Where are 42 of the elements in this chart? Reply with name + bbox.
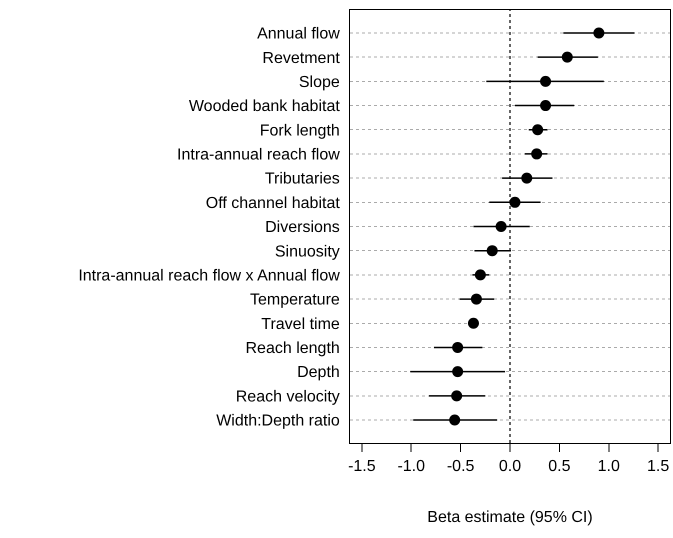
x-tick-label: 0.5 <box>548 458 571 476</box>
x-tick-label: 1.0 <box>598 458 620 476</box>
y-tick-label: Annual flow <box>257 26 340 43</box>
point <box>521 172 532 184</box>
y-tick-label: Tributaries <box>264 170 340 188</box>
point <box>496 221 507 232</box>
y-tick-label: Revetment <box>262 50 340 67</box>
y-tick-label: Diversions <box>265 219 340 236</box>
point <box>593 27 604 38</box>
x-tick-label: 0.0 <box>498 458 522 476</box>
y-tick-label: Slope <box>298 74 340 91</box>
y-tick-label: Off channel habitat <box>206 194 340 212</box>
point <box>540 100 552 112</box>
point <box>509 196 520 208</box>
point <box>562 52 573 63</box>
point <box>474 269 486 280</box>
y-tick-label: Temperature <box>250 292 340 309</box>
point <box>449 414 460 426</box>
y-tick-label: Wooded bank habitat <box>188 98 340 116</box>
y-tick-label: Reach velocity <box>236 388 340 406</box>
y-tick-label: Intra-annual reach flow x Annual flow <box>78 267 340 284</box>
point <box>540 76 552 87</box>
y-tick-label: Intra-annual reach flow <box>177 146 340 164</box>
x-tick-label: -1.5 <box>348 458 376 476</box>
point <box>452 342 464 353</box>
point <box>532 124 544 136</box>
point <box>452 366 464 378</box>
y-tick-label: Width:Depth ratio <box>216 412 340 430</box>
y-tick-label: Depth <box>297 364 340 382</box>
point <box>531 148 542 160</box>
y-tick-label: Reach length <box>246 340 340 358</box>
x-tick-label: -0.5 <box>446 458 475 476</box>
x-tick-label: 1.5 <box>647 458 670 476</box>
y-tick-label: Sinuosity <box>274 243 340 260</box>
x-tick-label: -1.0 <box>397 458 426 476</box>
y-tick-label: Travel time <box>261 316 340 333</box>
point <box>470 294 482 305</box>
y-tick-label: Fork length <box>260 122 340 140</box>
point <box>468 318 479 329</box>
point <box>451 390 462 402</box>
x-axis-title: Beta estimate (95% CI) <box>427 508 593 526</box>
point <box>486 245 498 256</box>
